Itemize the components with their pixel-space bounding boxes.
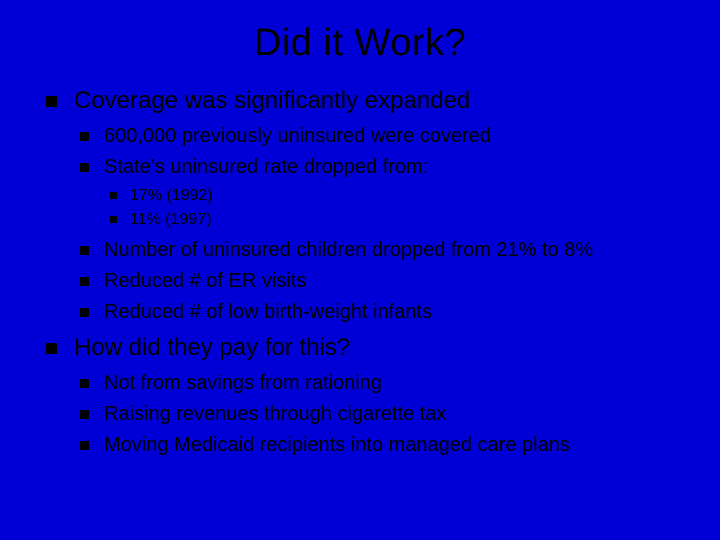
bullet-list-lvl1: Coverage was significantly expanded 600,… [40, 85, 680, 459]
list-item: Reduced # of low birth-weight infants [74, 299, 680, 326]
list-item: 17% (1992) [104, 185, 680, 207]
list-item: 600,000 previously uninsured were covere… [74, 123, 680, 150]
bullet-list-lvl3: 17% (1992) 11% (1997) [104, 185, 680, 230]
bullet-text: Number of uninsured children dropped fro… [104, 239, 593, 261]
list-item: Reduced # of ER visits [74, 268, 680, 295]
bullet-text: Raising revenues through cigarette tax [104, 403, 446, 425]
bullet-text: How did they pay for this? [74, 334, 350, 361]
list-item: State’s uninsured rate dropped from: 17%… [74, 154, 680, 230]
bullet-text: Coverage was significantly expanded [74, 87, 470, 114]
bullet-text: 17% (1992) [130, 187, 213, 204]
list-item: Raising revenues through cigarette tax [74, 401, 680, 428]
slide-title: Did it Work? [40, 22, 680, 65]
list-item: Coverage was significantly expanded 600,… [40, 85, 680, 326]
bullet-text: Reduced # of low birth-weight infants [104, 301, 432, 323]
bullet-list-lvl2: 600,000 previously uninsured were covere… [74, 123, 680, 325]
list-item: 11% (1997) [104, 209, 680, 231]
bullet-text: Not from savings from rationing [104, 372, 382, 394]
bullet-text: Moving Medicaid recipients into managed … [104, 434, 570, 456]
list-item: How did they pay for this? Not from savi… [40, 332, 680, 459]
bullet-text: Reduced # of ER visits [104, 270, 306, 292]
list-item: Not from savings from rationing [74, 370, 680, 397]
bullet-list-lvl2: Not from savings from rationing Raising … [74, 370, 680, 459]
bullet-text: State’s uninsured rate dropped from: [104, 156, 428, 178]
bullet-text: 600,000 previously uninsured were covere… [104, 125, 491, 147]
list-item: Number of uninsured children dropped fro… [74, 237, 680, 264]
slide: Did it Work? Coverage was significantly … [0, 0, 720, 540]
bullet-text: 11% (1997) [130, 211, 212, 228]
list-item: Moving Medicaid recipients into managed … [74, 432, 680, 459]
